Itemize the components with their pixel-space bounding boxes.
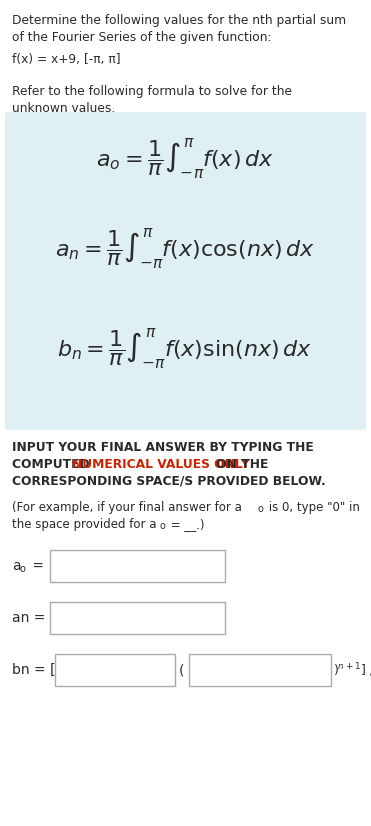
Text: $\mathit{a_o} = \dfrac{1}{\pi} \int_{-\pi}^{\pi} f(x)\,dx$: $\mathit{a_o} = \dfrac{1}{\pi} \int_{-\p… [96,136,274,181]
Text: $\mathit{a_n} = \dfrac{1}{\pi} \int_{-\pi}^{\pi} f(x)\cos(nx)\,dx$: $\mathit{a_n} = \dfrac{1}{\pi} \int_{-\p… [55,226,315,271]
Text: COMPUTED: COMPUTED [12,458,94,471]
Bar [55,654,175,686]
Bar [50,550,225,582]
Text: the space provided for a: the space provided for a [12,518,157,531]
Text: bn = [: bn = [ [12,663,56,677]
Text: is 0, type "0" in: is 0, type "0" in [265,501,360,514]
Bar [50,602,225,634]
Text: a: a [12,559,21,573]
Bar [189,654,331,686]
Text: Refer to the following formula to solve for the: Refer to the following formula to solve … [12,85,292,98]
Text: (: ( [179,663,184,677]
Text: of the Fourier Series of the given function:: of the Fourier Series of the given funct… [12,31,272,44]
Text: f(x) = x+9,: f(x) = x+9, [12,53,80,66]
Text: NUMERICAL VALUES ONLY: NUMERICAL VALUES ONLY [72,458,250,471]
FancyBboxPatch shape [5,112,366,430]
Text: o: o [160,521,166,531]
Text: Determine the following values for the nth partial sum: Determine the following values for the n… [12,14,346,27]
Text: = __.): = __.) [167,518,204,531]
Text: o: o [20,564,26,574]
Text: o: o [258,504,264,514]
Text: ON THE: ON THE [212,458,268,471]
Text: an =: an = [12,611,45,625]
Text: [-π, π]: [-π, π] [84,53,121,66]
Text: unknown values.: unknown values. [12,102,115,115]
Text: INPUT YOUR FINAL ANSWER BY TYPING THE: INPUT YOUR FINAL ANSWER BY TYPING THE [12,441,314,454]
Text: =: = [28,559,44,573]
Text: )$^{n+1}$] / n: )$^{n+1}$] / n [333,661,371,679]
Text: (For example, if your final answer for a: (For example, if your final answer for a [12,501,242,514]
Text: CORRESPONDING SPACE/S PROVIDED BELOW.: CORRESPONDING SPACE/S PROVIDED BELOW. [12,475,326,488]
Text: $\mathit{b_n} = \dfrac{1}{\pi} \int_{-\pi}^{\pi} f(x)\sin(nx)\,dx$: $\mathit{b_n} = \dfrac{1}{\pi} \int_{-\p… [58,326,313,371]
